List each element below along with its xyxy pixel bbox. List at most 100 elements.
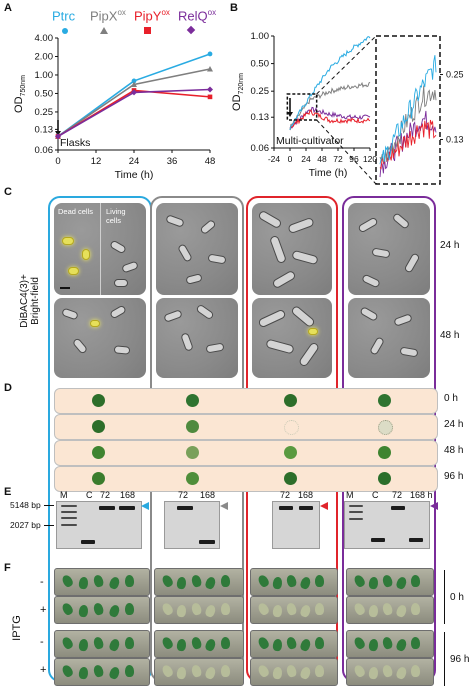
x-tick-label: 120 — [363, 154, 377, 164]
cell — [163, 309, 183, 323]
leaf-disc — [92, 601, 105, 617]
micrograph-divider — [100, 203, 101, 295]
legend-entry-relq: RelQox — [178, 8, 217, 24]
legend-entry-pipy: PipYox — [134, 8, 170, 24]
leaf-disc — [352, 663, 367, 679]
size-marker-line — [44, 525, 54, 526]
leaf-plate — [346, 568, 434, 596]
leaf-disc — [395, 603, 408, 619]
micro-row-label-24h: 24 h — [440, 240, 460, 251]
leaf-disc — [190, 601, 203, 617]
y-axis-label: OD720nm — [231, 73, 245, 111]
leaf-disc — [314, 602, 325, 616]
leaf-disc — [381, 635, 394, 651]
leaf-disc — [368, 604, 379, 618]
leaf-disc — [125, 602, 135, 616]
leaf-plate — [346, 658, 434, 686]
panel-label-b: B — [230, 2, 238, 14]
x-tick-label: 0 — [288, 154, 293, 164]
cell — [195, 303, 215, 321]
lane-label: 168 — [120, 490, 136, 500]
cell — [403, 252, 421, 274]
leaf-disc — [272, 604, 283, 618]
leaf-disc — [60, 601, 75, 617]
leaf-disc — [220, 636, 230, 650]
y-axis-label: OD750nm — [13, 75, 27, 113]
y-tick-label: 0.25 — [35, 107, 54, 118]
leaf-disc — [220, 664, 230, 678]
data-point — [55, 133, 61, 140]
cell — [257, 308, 287, 329]
cell — [308, 328, 318, 335]
zoom-box — [286, 93, 318, 121]
leaf-disc — [410, 636, 421, 650]
leaf-plate — [154, 568, 244, 596]
leaf-disc — [77, 576, 89, 590]
gel-band — [199, 540, 215, 544]
gel-band — [349, 505, 363, 507]
leaf-disc — [381, 601, 394, 617]
x-tick-label: 12 — [91, 156, 102, 167]
data-point — [207, 51, 213, 57]
cell — [369, 336, 385, 356]
leaf-disc — [352, 573, 367, 589]
leaf-time-label-96h: 96 h — [450, 654, 470, 665]
leaf-plate — [54, 568, 150, 596]
cell — [71, 337, 89, 355]
iptg-sign: + — [40, 604, 47, 616]
cell — [82, 249, 90, 260]
leaf-disc — [285, 573, 298, 589]
cell — [109, 304, 127, 320]
leaf-disc — [368, 638, 379, 652]
x-tick-label: 72 — [333, 154, 343, 164]
micrograph-relq-48h — [348, 298, 430, 378]
colony-spot — [378, 394, 391, 407]
inset-series-PipYox — [379, 119, 437, 170]
cell — [68, 267, 79, 275]
plate-row-label-96h: 96 h — [444, 471, 464, 482]
leaf-disc — [160, 573, 175, 589]
colony-spot — [92, 394, 105, 407]
leaf-disc — [314, 574, 325, 588]
y-tick-label: 0.13 — [251, 112, 270, 123]
leaf-disc — [176, 666, 188, 680]
lane-label: M — [60, 490, 68, 500]
zoom-connector — [316, 119, 377, 185]
lane-label: C — [86, 490, 93, 500]
x-tick-label: 96 — [349, 154, 359, 164]
zoom-connector — [316, 35, 377, 95]
leaf-disc — [176, 576, 188, 590]
data-point — [207, 86, 213, 93]
cell — [268, 234, 288, 265]
triangle-marker-icon — [100, 27, 108, 34]
leaf-plate — [346, 596, 434, 624]
lane-label: 72 — [178, 490, 189, 500]
gel-band — [349, 518, 363, 520]
annotation-flasks: Flasks — [60, 137, 90, 149]
micro-row-label-48h: 48 h — [440, 330, 460, 341]
x-axis-label: Time (h) — [115, 169, 154, 181]
leaf-disc — [410, 574, 421, 588]
gel-pipy — [272, 501, 320, 549]
cell — [199, 218, 217, 236]
leaf-disc — [160, 635, 175, 651]
micrograph-pipy-24h — [252, 203, 332, 295]
plate-row-label-24h: 24 h — [444, 419, 464, 430]
square-marker-icon — [144, 27, 151, 34]
inset-series-Ptrc — [379, 55, 437, 165]
size-marker-5148: 5148 bp — [10, 500, 41, 510]
leaf-disc — [381, 663, 394, 679]
arrow-icon — [287, 112, 293, 117]
colony-spot — [186, 394, 199, 407]
y-tick-label: 4.00 — [35, 33, 54, 44]
inset-x-tick-label: 12 — [392, 188, 402, 190]
y-tick-label: 0.13 — [35, 124, 54, 135]
cell — [113, 345, 131, 355]
colony-spot — [186, 420, 199, 433]
leaf-time-label-0h: 0 h — [450, 592, 464, 603]
colony-spot — [284, 446, 297, 459]
leaf-disc — [299, 603, 312, 619]
leaf-disc — [220, 602, 230, 616]
micrograph-relq-24h — [348, 203, 430, 295]
cell — [297, 341, 321, 368]
